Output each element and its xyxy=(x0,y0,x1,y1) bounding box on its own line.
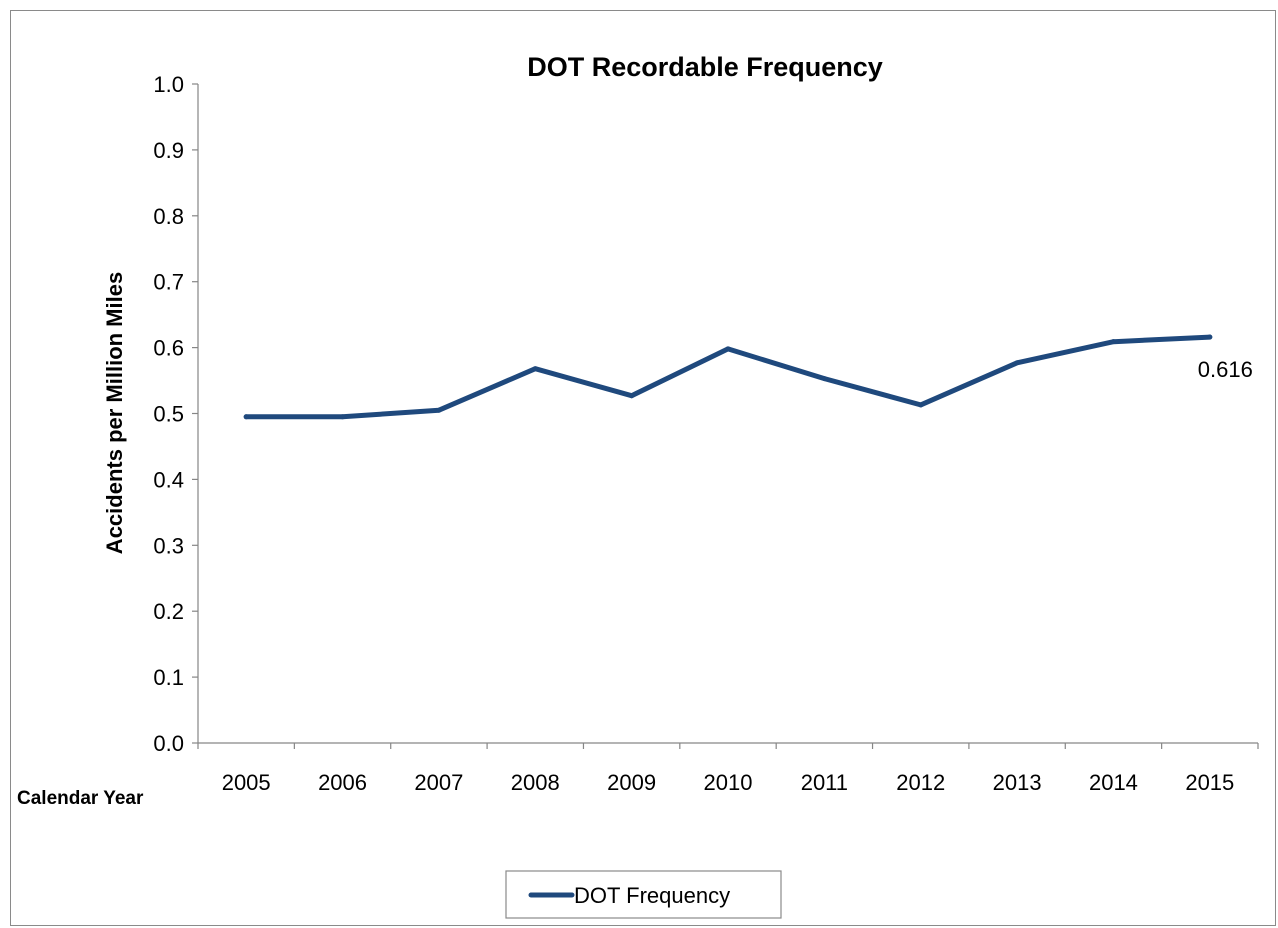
data-point xyxy=(436,407,442,413)
x-tick-label: 2014 xyxy=(1089,770,1138,795)
legend: DOT Frequency xyxy=(505,870,782,919)
x-tick-label: 2011 xyxy=(801,770,848,795)
x-tick-label: 2015 xyxy=(1185,770,1234,795)
x-tick-label: 2010 xyxy=(704,770,753,795)
x-tick-label: 2006 xyxy=(318,770,367,795)
y-axis-label: Accidents per Million Miles xyxy=(102,272,127,554)
data-point xyxy=(340,414,346,420)
data-point xyxy=(821,376,827,382)
data-point xyxy=(243,414,249,420)
y-tick-label: 1.0 xyxy=(153,72,184,97)
data-point xyxy=(1207,334,1213,340)
y-tick-label: 0.7 xyxy=(153,270,184,295)
y-tick-label: 0.3 xyxy=(153,533,184,558)
data-point xyxy=(532,366,538,372)
series-layer xyxy=(243,334,1213,420)
y-tick-label: 0.4 xyxy=(153,467,184,492)
x-tick-label: 2008 xyxy=(511,770,560,795)
data-label: 0.616 xyxy=(1198,357,1253,382)
y-tick-label: 0.6 xyxy=(153,336,184,361)
data-point xyxy=(918,402,924,408)
tick-labels: 0.0 0.1 0.2 0.3 0.4 0.5 0.6 0.7 0.8 0.9 1.0 2005 200… xyxy=(153,72,1234,795)
y-tick-label: 0.2 xyxy=(153,599,184,624)
legend-label: DOT Frequency xyxy=(574,883,730,908)
x-tick-label: 2009 xyxy=(607,770,656,795)
x-tick-label: 2013 xyxy=(993,770,1042,795)
y-tick-label: 0.1 xyxy=(153,665,184,690)
x-axis-label: Calendar Year xyxy=(17,788,144,809)
x-tick-label: 2007 xyxy=(414,770,463,795)
y-tick-label: 0.9 xyxy=(153,138,184,163)
data-point xyxy=(1110,339,1116,345)
y-tick-label: 0.5 xyxy=(153,402,184,427)
x-tick-label: 2005 xyxy=(222,770,271,795)
axes xyxy=(192,83,1259,749)
x-tick-label: 2012 xyxy=(896,770,945,795)
data-point xyxy=(725,346,731,352)
data-labels: 0.616 xyxy=(1198,357,1253,382)
data-point xyxy=(1014,360,1020,366)
data-point xyxy=(629,393,635,399)
y-tick-label: 0.0 xyxy=(153,731,184,756)
y-tick-label: 0.8 xyxy=(153,204,184,229)
chart-title: DOT Recordable Frequency xyxy=(527,52,883,82)
chart-frame xyxy=(10,10,1276,926)
